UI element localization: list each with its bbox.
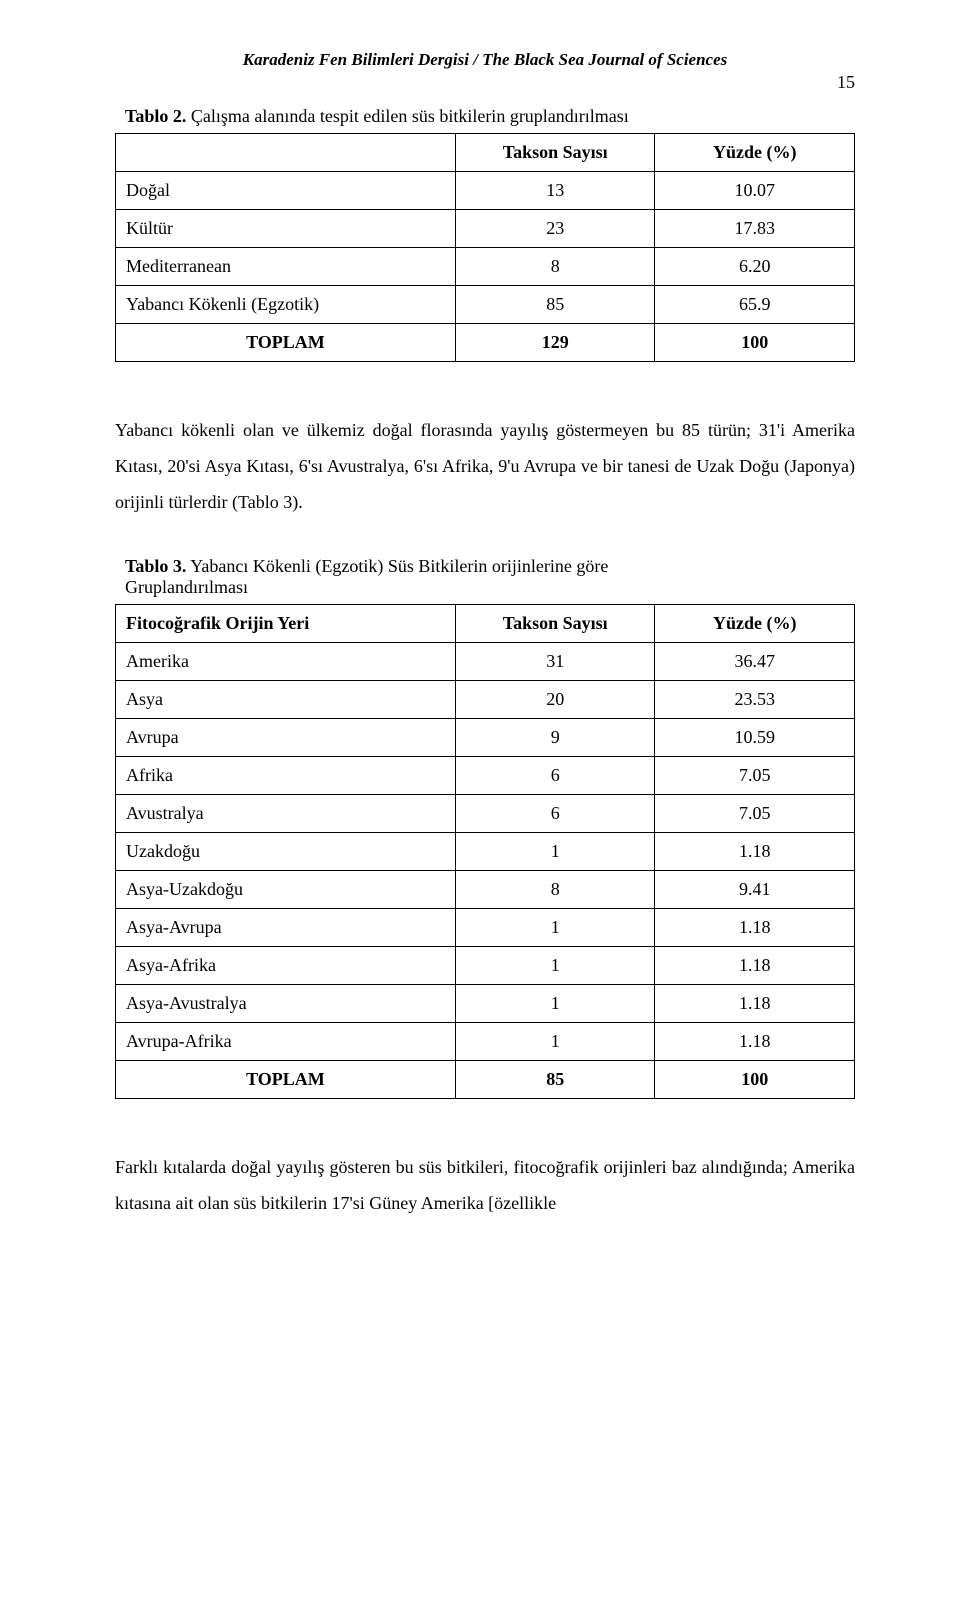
cell-label: Amerika — [116, 643, 456, 681]
cell-label: Avrupa-Afrika — [116, 1023, 456, 1061]
cell-takson: 23 — [455, 210, 655, 248]
cell-takson: 31 — [455, 643, 655, 681]
cell-takson: 1 — [455, 833, 655, 871]
table-row: Uzakdoğu 1 1.18 — [116, 833, 855, 871]
cell-total-label: TOPLAM — [116, 1061, 456, 1099]
cell-yuzde: 6.20 — [655, 248, 855, 286]
cell-label: Avrupa — [116, 719, 456, 757]
table3-header-takson: Takson Sayısı — [455, 605, 655, 643]
cell-takson: 13 — [455, 172, 655, 210]
cell-label: Yabancı Kökenli (Egzotik) — [116, 286, 456, 324]
cell-takson: 85 — [455, 286, 655, 324]
cell-yuzde: 1.18 — [655, 1023, 855, 1061]
table3-caption-bold: Tablo 3. — [125, 556, 186, 576]
cell-takson: 8 — [455, 248, 655, 286]
cell-label: Doğal — [116, 172, 456, 210]
cell-yuzde: 1.18 — [655, 985, 855, 1023]
cell-label: Asya-Avrupa — [116, 909, 456, 947]
table2-caption-bold: Tablo 2. — [125, 106, 186, 126]
cell-yuzde: 9.41 — [655, 871, 855, 909]
table2-caption-text: Çalışma alanında tespit edilen süs bitki… — [186, 106, 628, 126]
page-number: 15 — [837, 72, 855, 93]
cell-label: Asya — [116, 681, 456, 719]
table3-header-row: Fitocoğrafik Orijin Yeri Takson Sayısı Y… — [116, 605, 855, 643]
cell-total-yuzde: 100 — [655, 1061, 855, 1099]
cell-takson: 20 — [455, 681, 655, 719]
cell-yuzde: 7.05 — [655, 757, 855, 795]
table-row: Asya-Uzakdoğu 8 9.41 — [116, 871, 855, 909]
cell-label: Avustralya — [116, 795, 456, 833]
cell-yuzde: 1.18 — [655, 833, 855, 871]
cell-takson: 1 — [455, 947, 655, 985]
cell-label: Asya-Afrika — [116, 947, 456, 985]
cell-takson: 9 — [455, 719, 655, 757]
cell-yuzde: 23.53 — [655, 681, 855, 719]
table2-total-row: TOPLAM 129 100 — [116, 324, 855, 362]
cell-takson: 8 — [455, 871, 655, 909]
table-row: Asya-Afrika 1 1.18 — [116, 947, 855, 985]
paragraph-1: Yabancı kökenli olan ve ülkemiz doğal fl… — [115, 412, 855, 520]
cell-label: Uzakdoğu — [116, 833, 456, 871]
table-row: Asya-Avrupa 1 1.18 — [116, 909, 855, 947]
cell-yuzde: 10.59 — [655, 719, 855, 757]
cell-label: Asya-Uzakdoğu — [116, 871, 456, 909]
table3-header-yuzde: Yüzde (%) — [655, 605, 855, 643]
cell-takson: 1 — [455, 985, 655, 1023]
table3-total-row: TOPLAM 85 100 — [116, 1061, 855, 1099]
table2: Takson Sayısı Yüzde (%) Doğal 13 10.07 K… — [115, 133, 855, 362]
table-row: Doğal 13 10.07 — [116, 172, 855, 210]
cell-yuzde: 65.9 — [655, 286, 855, 324]
cell-total-label: TOPLAM — [116, 324, 456, 362]
table-row: Asya-Avustralya 1 1.18 — [116, 985, 855, 1023]
table2-header-takson: Takson Sayısı — [455, 134, 655, 172]
cell-label: Kültür — [116, 210, 456, 248]
cell-yuzde: 17.83 — [655, 210, 855, 248]
table3-caption-text: Yabancı Kökenli (Egzotik) Süs Bitkilerin… — [125, 556, 608, 597]
cell-yuzde: 1.18 — [655, 947, 855, 985]
table-row: Avrupa 9 10.59 — [116, 719, 855, 757]
cell-yuzde: 10.07 — [655, 172, 855, 210]
table3-caption: Tablo 3. Yabancı Kökenli (Egzotik) Süs B… — [125, 556, 855, 598]
table-row: Avustralya 6 7.05 — [116, 795, 855, 833]
cell-total-yuzde: 100 — [655, 324, 855, 362]
table-row: Asya 20 23.53 — [116, 681, 855, 719]
table3: Fitocoğrafik Orijin Yeri Takson Sayısı Y… — [115, 604, 855, 1099]
cell-yuzde: 7.05 — [655, 795, 855, 833]
cell-takson: 6 — [455, 795, 655, 833]
page-container: Karadeniz Fen Bilimleri Dergisi / The Bl… — [0, 0, 960, 1299]
cell-label: Mediterranean — [116, 248, 456, 286]
table-row: Avrupa-Afrika 1 1.18 — [116, 1023, 855, 1061]
table2-header-row: Takson Sayısı Yüzde (%) — [116, 134, 855, 172]
cell-total-takson: 129 — [455, 324, 655, 362]
table3-header-label: Fitocoğrafik Orijin Yeri — [116, 605, 456, 643]
paragraph-2: Farklı kıtalarda doğal yayılış gösteren … — [115, 1149, 855, 1221]
cell-takson: 6 — [455, 757, 655, 795]
table2-header-label — [116, 134, 456, 172]
table2-header-yuzde: Yüzde (%) — [655, 134, 855, 172]
cell-yuzde: 36.47 — [655, 643, 855, 681]
cell-takson: 1 — [455, 1023, 655, 1061]
running-head: Karadeniz Fen Bilimleri Dergisi / The Bl… — [115, 50, 855, 70]
table-row: Afrika 6 7.05 — [116, 757, 855, 795]
table-row: Mediterranean 8 6.20 — [116, 248, 855, 286]
cell-total-takson: 85 — [455, 1061, 655, 1099]
table-row: Yabancı Kökenli (Egzotik) 85 65.9 — [116, 286, 855, 324]
cell-label: Asya-Avustralya — [116, 985, 456, 1023]
cell-takson: 1 — [455, 909, 655, 947]
cell-label: Afrika — [116, 757, 456, 795]
table2-caption: Tablo 2. Çalışma alanında tespit edilen … — [125, 106, 855, 127]
table-row: Amerika 31 36.47 — [116, 643, 855, 681]
table-row: Kültür 23 17.83 — [116, 210, 855, 248]
cell-yuzde: 1.18 — [655, 909, 855, 947]
